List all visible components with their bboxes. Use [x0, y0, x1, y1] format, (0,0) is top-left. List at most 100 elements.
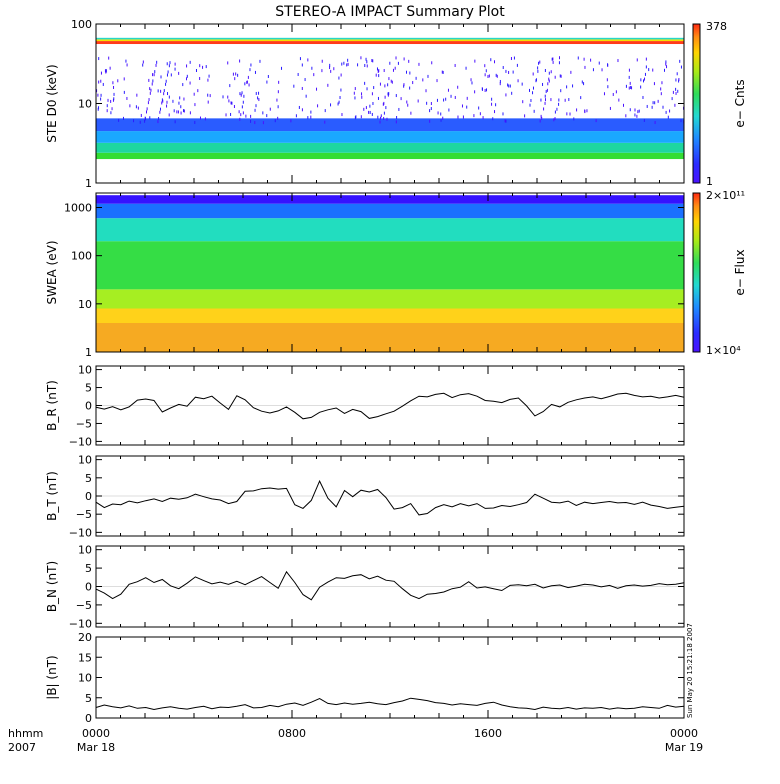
- count-speck: [366, 87, 368, 91]
- count-speck: [337, 102, 339, 106]
- count-speck: [353, 91, 355, 95]
- count-speck: [502, 112, 504, 116]
- count-speck: [654, 101, 656, 105]
- count-speck: [364, 63, 366, 67]
- count-speck: [159, 107, 161, 111]
- count-speck: [407, 103, 409, 107]
- count-speck: [590, 58, 592, 62]
- count-speck: [266, 114, 268, 118]
- count-speck: [347, 62, 349, 66]
- count-speck: [149, 87, 151, 91]
- y-tick-label: 1: [85, 346, 92, 359]
- y-axis-label: STE D0 (keV): [45, 64, 59, 143]
- y-tick-label: −10: [69, 526, 92, 539]
- count-speck: [262, 111, 264, 115]
- count-speck: [537, 69, 539, 73]
- count-speck: [364, 81, 366, 85]
- count-speck: [382, 102, 384, 106]
- count-speck: [246, 80, 248, 84]
- y-axis-label: B_T (nT): [45, 471, 59, 521]
- count-speck: [530, 99, 532, 103]
- count-speck: [507, 83, 509, 87]
- count-speck: [630, 85, 632, 89]
- count-speck: [330, 103, 332, 107]
- count-speck: [645, 65, 647, 69]
- panel-3: −10 −5 0 5 10 B_R (nT): [45, 364, 685, 448]
- count-speck: [360, 115, 362, 119]
- colorbar-label: e− Cnts: [733, 79, 747, 127]
- count-speck: [512, 70, 514, 74]
- count-speck: [239, 92, 241, 96]
- count-speck: [277, 105, 279, 109]
- count-speck: [186, 74, 188, 78]
- count-speck: [392, 68, 394, 72]
- count-speck: [176, 110, 178, 114]
- count-speck: [581, 80, 583, 84]
- count-speck: [379, 116, 381, 120]
- count-speck: [495, 73, 497, 77]
- count-speck: [278, 80, 280, 84]
- count-speck: [199, 76, 201, 80]
- count-speck: [197, 89, 199, 93]
- count-speck: [240, 113, 242, 117]
- count-speck: [150, 88, 152, 92]
- y-tick-label: 10: [78, 454, 92, 467]
- count-speck: [157, 89, 159, 93]
- count-speck: [539, 119, 541, 123]
- count-speck: [388, 92, 390, 96]
- count-speck: [544, 68, 546, 72]
- count-speck: [544, 101, 546, 105]
- count-speck: [305, 94, 307, 98]
- count-speck: [422, 78, 424, 82]
- count-speck: [548, 71, 550, 75]
- count-speck: [151, 82, 153, 86]
- count-speck: [166, 100, 168, 104]
- count-speck: [628, 86, 630, 90]
- count-speck: [293, 84, 295, 88]
- count-speck: [98, 57, 100, 61]
- count-speck: [189, 60, 191, 64]
- count-speck: [554, 110, 556, 114]
- count-speck: [208, 74, 210, 78]
- count-speck: [148, 98, 150, 102]
- count-speck: [554, 117, 556, 121]
- count-speck: [584, 65, 586, 69]
- count-speck: [491, 97, 493, 101]
- count-speck: [678, 77, 680, 81]
- count-speck: [403, 57, 405, 61]
- count-speck: [560, 74, 562, 78]
- count-speck: [473, 114, 475, 118]
- count-speck: [239, 59, 241, 63]
- count-speck: [636, 114, 638, 118]
- count-speck: [98, 80, 100, 84]
- data-trace: [95, 392, 685, 420]
- count-speck: [255, 104, 257, 108]
- count-speck: [149, 91, 151, 95]
- count-speck: [247, 75, 249, 79]
- count-speck: [482, 116, 484, 120]
- count-speck: [169, 61, 171, 65]
- count-speck: [165, 82, 167, 86]
- data-trace: [95, 479, 685, 516]
- count-speck: [174, 62, 176, 66]
- colorbar: [692, 192, 701, 353]
- count-speck: [537, 66, 539, 70]
- count-speck: [310, 110, 312, 114]
- count-speck: [644, 77, 646, 81]
- count-speck: [106, 109, 108, 113]
- count-speck: [667, 115, 669, 119]
- count-speck: [160, 89, 162, 93]
- count-speck: [365, 106, 367, 110]
- count-speck: [126, 96, 128, 100]
- count-speck: [660, 87, 662, 91]
- count-speck: [105, 70, 107, 74]
- count-speck: [570, 70, 572, 74]
- count-speck: [397, 61, 399, 65]
- count-speck: [634, 108, 636, 112]
- count-speck: [242, 111, 244, 115]
- count-speck: [586, 109, 588, 113]
- count-speck: [229, 84, 231, 88]
- count-speck: [448, 108, 450, 112]
- count-speck: [665, 110, 667, 114]
- count-speck: [168, 64, 170, 68]
